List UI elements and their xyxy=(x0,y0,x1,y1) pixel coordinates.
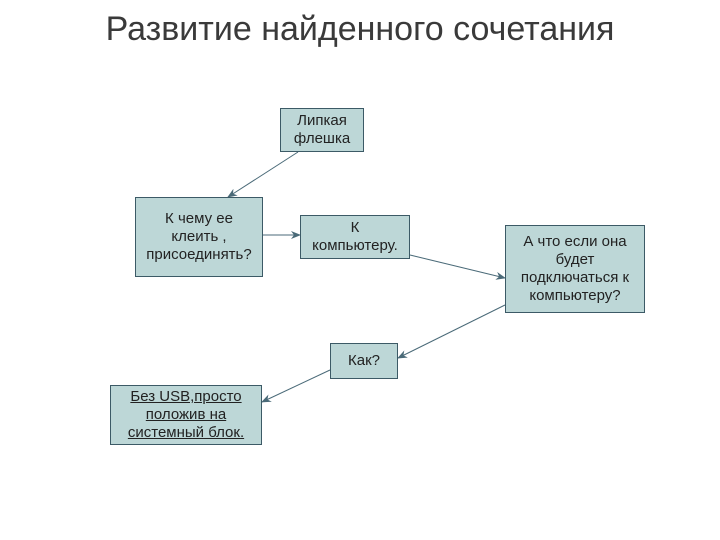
node-label: К компьютеру. xyxy=(307,219,403,255)
node-label: К чему ее клеить , присоединять? xyxy=(142,210,256,264)
node-n4: А что если она будет подключаться к комп… xyxy=(505,225,645,313)
node-label: Как? xyxy=(348,352,380,370)
node-n5: Как? xyxy=(330,343,398,379)
node-label: Липкая флешка xyxy=(287,112,357,148)
diagram-canvas: Развитие найденного сочетания Липкая фле… xyxy=(0,0,720,540)
node-n3: К компьютеру. xyxy=(300,215,410,259)
edge-line xyxy=(228,152,298,197)
node-label: Без USB,просто положив на системный блок… xyxy=(117,388,255,442)
node-n1: Липкая флешка xyxy=(280,108,364,152)
node-label: А что если она будет подключаться к комп… xyxy=(512,233,638,305)
node-n6: Без USB,просто положив на системный блок… xyxy=(110,385,262,445)
edge-line xyxy=(262,370,330,402)
page-title: Развитие найденного сочетания xyxy=(0,10,720,49)
edge-line xyxy=(410,255,505,278)
node-n2: К чему ее клеить , присоединять? xyxy=(135,197,263,277)
edge-line xyxy=(398,305,505,358)
